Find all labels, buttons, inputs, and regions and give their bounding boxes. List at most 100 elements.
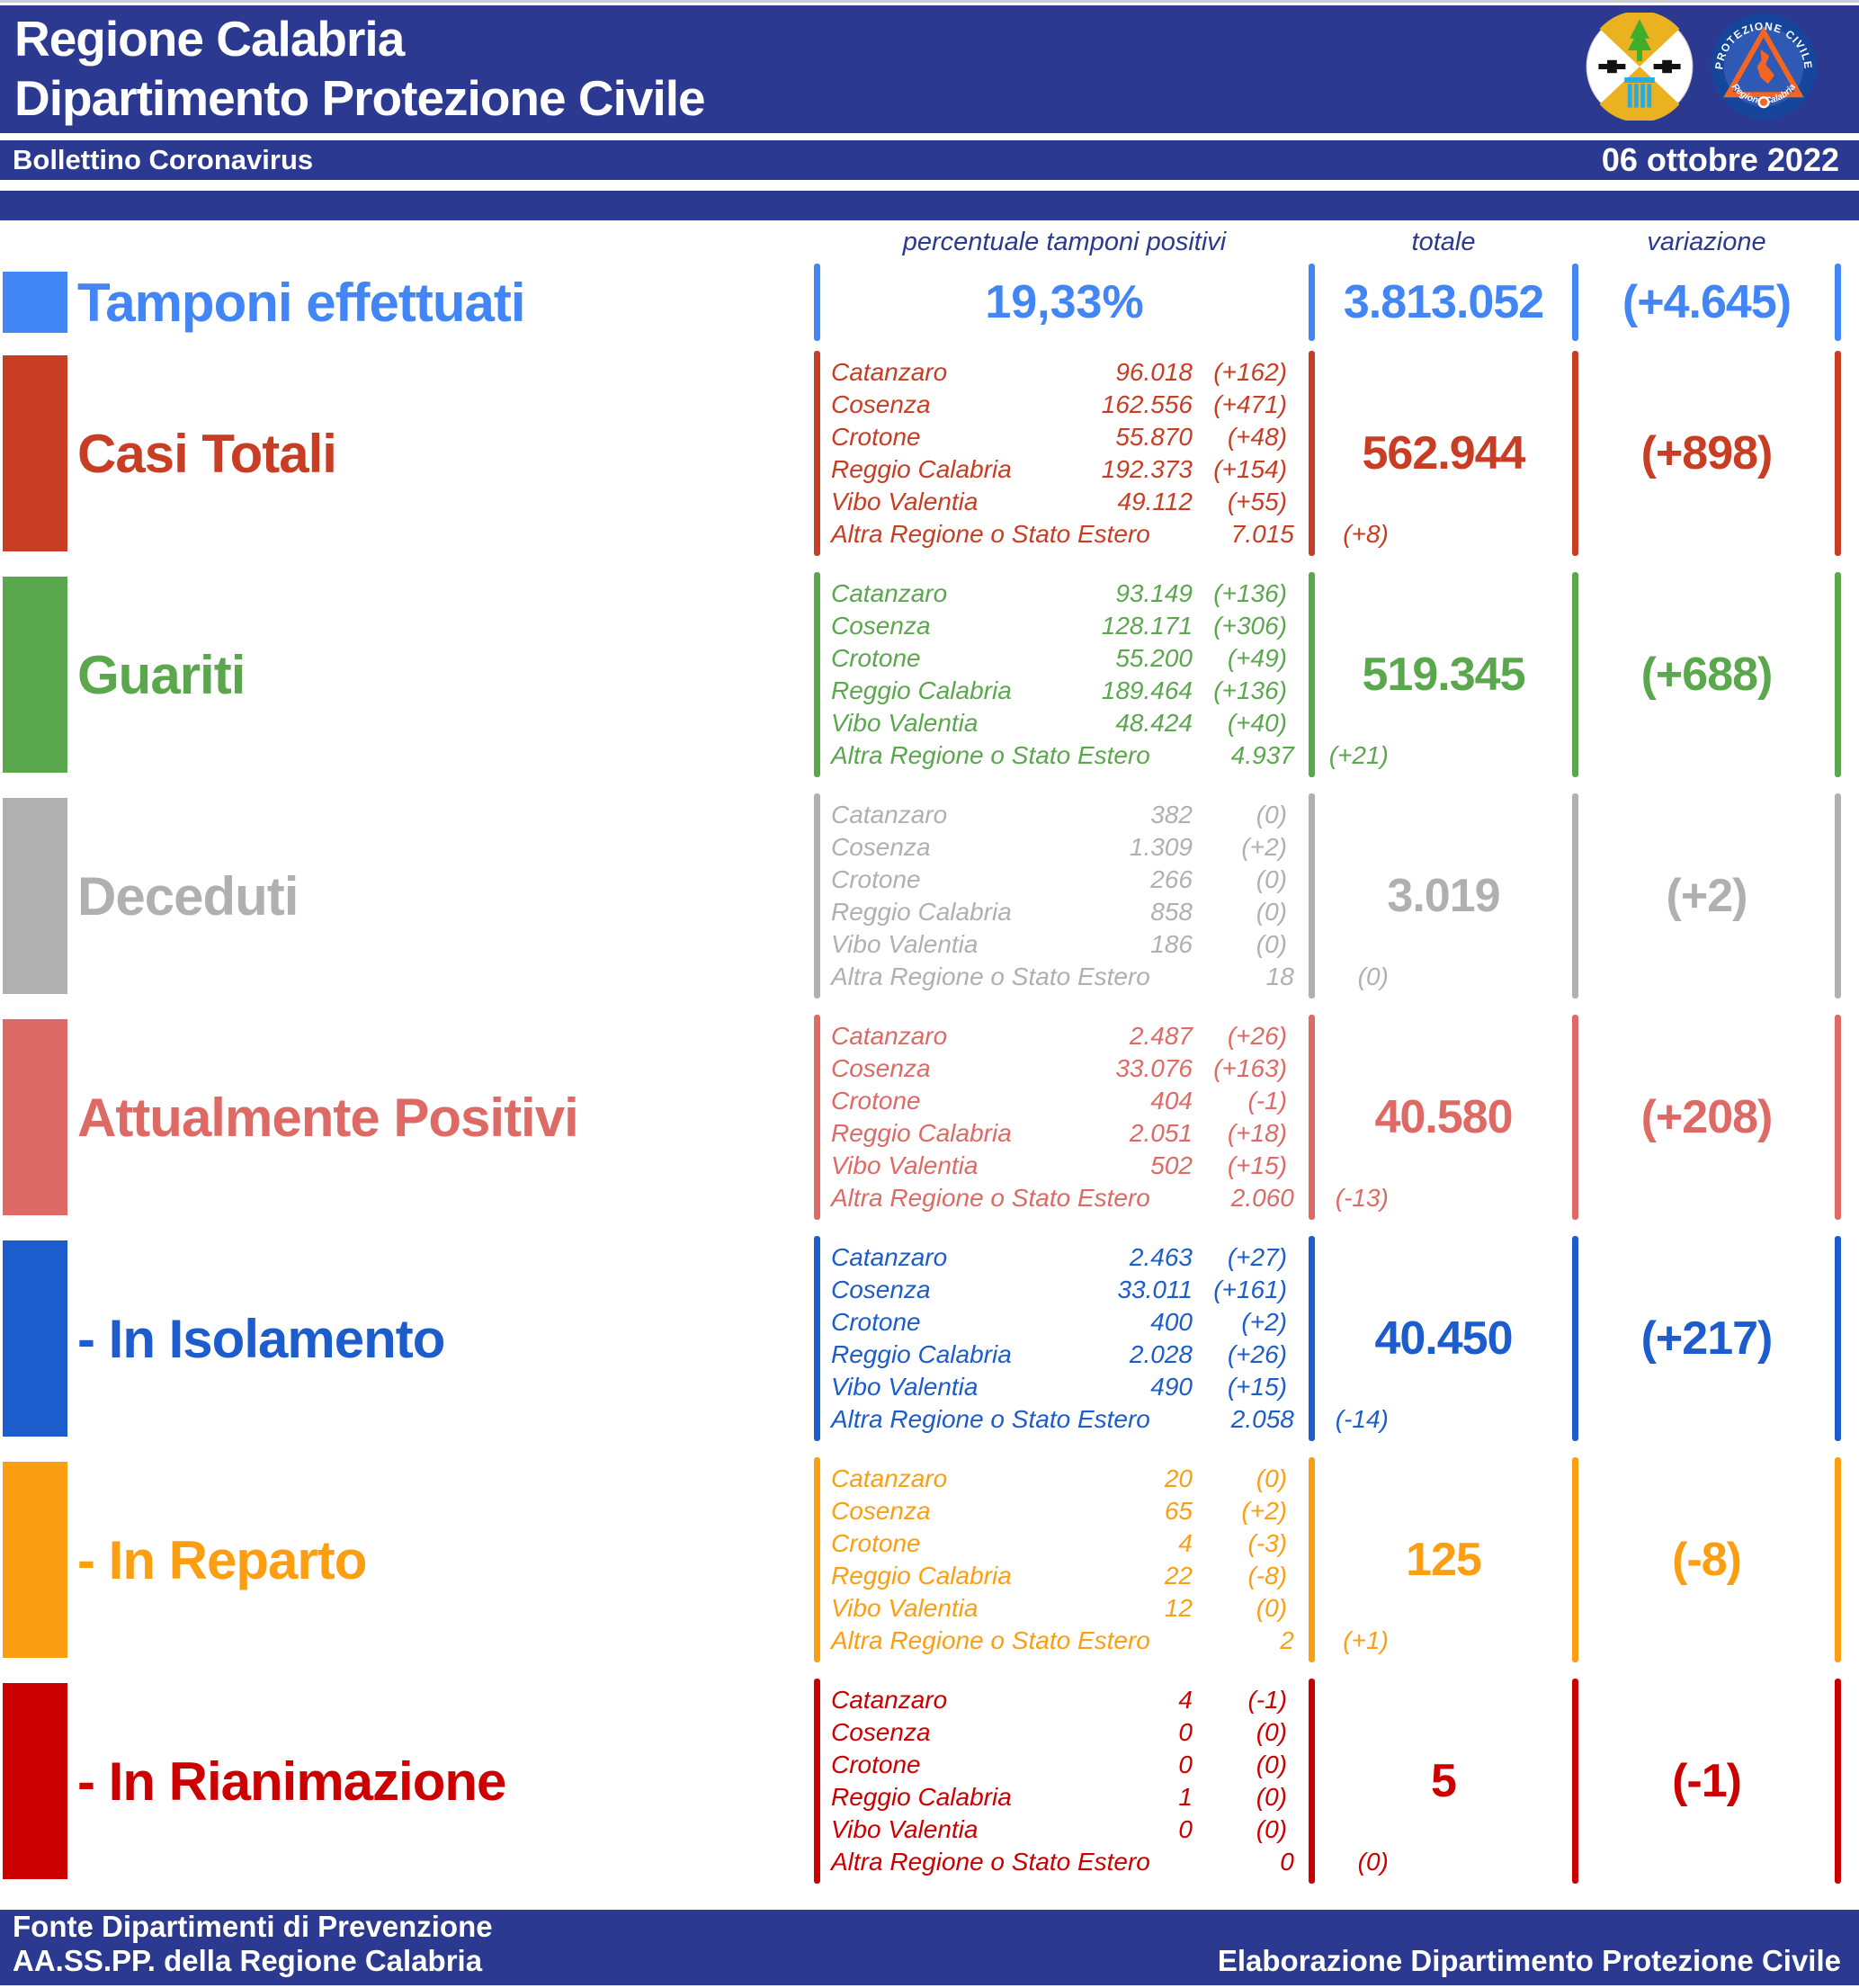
total-value: 5 (1431, 1755, 1457, 1807)
footer-source-line1: Fonte Dipartimenti di Prevenzione (13, 1910, 493, 1943)
subheader-band: Bollettino Coronavirus 06 ottobre 2022 (0, 140, 1859, 180)
province-value: 4 (1178, 1686, 1193, 1714)
province-line: Altra Regione o Stato Estero 18 (0) (831, 961, 1389, 993)
province-value: 1 (1178, 1783, 1193, 1811)
bulletin-date: 06 ottobre 2022 (1601, 141, 1839, 178)
province-name: Catanzaro (831, 1022, 948, 1050)
province-variation: (+471) (1213, 390, 1287, 418)
title-line-2: Dipartimento Protezione Civile (14, 70, 706, 126)
province-name: Altra Regione o Stato Estero (831, 1848, 1150, 1876)
province-value: 48.424 (1115, 709, 1193, 737)
metric-row-attualmente-positivi: Attualmente Positivi Catanzaro 2.487 (+2… (0, 1007, 1859, 1228)
province-value: 55.200 (1115, 644, 1193, 672)
province-variation: (0) (1256, 1594, 1287, 1622)
province-variation: (+18) (1227, 1119, 1287, 1147)
divider-bar (1309, 351, 1315, 556)
metric-row-guariti: Guariti Catanzaro 93.149 (+136) Cosenza … (0, 564, 1859, 785)
province-line: Catanzaro 2.487 (+26) (831, 1020, 1287, 1052)
spacer (0, 220, 1859, 226)
province-line: Crotone 0 (0) (831, 1749, 1287, 1781)
province-value: 400 (1150, 1308, 1193, 1336)
province-line: Altra Regione o Stato Estero 4.937 (+21) (831, 739, 1389, 772)
province-variation: (+2) (1241, 1497, 1287, 1525)
breakdown-panel: 19,33% (820, 262, 1309, 343)
province-name: Catanzaro (831, 358, 948, 386)
province-variation: (-3) (1247, 1529, 1287, 1557)
metric-label: - In Reparto (77, 1529, 367, 1590)
province-line: Crotone 404 (-1) (831, 1085, 1287, 1117)
total-value: 562.944 (1362, 427, 1526, 479)
province-variation: (0) (1256, 1815, 1287, 1843)
province-line: Altra Regione o Stato Estero 2.060 (-13) (831, 1182, 1389, 1214)
divider-bar (1835, 793, 1841, 998)
province-value: 33.076 (1115, 1054, 1193, 1082)
province-value: 502 (1150, 1151, 1193, 1179)
blue-spacer-band (0, 191, 1859, 220)
province-line: Cosenza 0 (0) (831, 1716, 1287, 1749)
spacer (0, 133, 1859, 140)
metric-color-swatch (3, 798, 67, 994)
divider-bar (1309, 1679, 1315, 1884)
province-variation: (+15) (1227, 1373, 1287, 1401)
breakdown-panel: Catanzaro 2.487 (+26) Cosenza 33.076 (+1… (820, 1007, 1389, 1228)
province-name: Altra Regione o Stato Estero (831, 1405, 1150, 1433)
breakdown-panel: Catanzaro 382 (0) Cosenza 1.309 (+2) Cro… (820, 785, 1389, 1007)
province-variation: (0) (1256, 865, 1287, 893)
breakdown-lines: Catanzaro 93.149 (+136) Cosenza 128.171 … (820, 564, 1389, 785)
province-line: Crotone 55.200 (+49) (831, 642, 1287, 675)
province-name: Catanzaro (831, 801, 948, 828)
province-line: Altra Regione o Stato Estero 2 (+1) (831, 1625, 1389, 1657)
province-name: Vibo Valentia (831, 1151, 979, 1179)
province-value: 266 (1150, 865, 1193, 893)
province-name: Cosenza (831, 612, 931, 640)
divider-bar (1572, 793, 1578, 998)
province-line: Vibo Valentia 48.424 (+40) (831, 707, 1287, 739)
province-name: Altra Regione o Stato Estero (831, 963, 1150, 990)
variation-value: (+688) (1640, 649, 1774, 701)
province-line: Catanzaro 96.018 (+162) (831, 356, 1287, 389)
province-line: Cosenza 1.309 (+2) (831, 831, 1287, 864)
province-variation: (+27) (1227, 1243, 1287, 1271)
province-variation: (-1) (1247, 1686, 1287, 1714)
province-variation: (0) (1357, 963, 1389, 990)
province-name: Catanzaro (831, 1243, 948, 1271)
breakdown-lines: Catanzaro 2.487 (+26) Cosenza 33.076 (+1… (820, 1007, 1389, 1228)
divider-bar (1309, 1236, 1315, 1441)
province-name: Reggio Calabria (831, 1340, 1012, 1368)
breakdown-lines: Catanzaro 382 (0) Cosenza 1.309 (+2) Cro… (820, 785, 1389, 1007)
province-line: Reggio Calabria 2.051 (+18) (831, 1117, 1287, 1150)
province-value: 404 (1150, 1087, 1193, 1115)
province-name: Catanzaro (831, 1464, 948, 1492)
divider-bar (814, 1457, 820, 1662)
divider-bar (1309, 572, 1315, 777)
province-value: 2.058 (1230, 1405, 1294, 1433)
metric-color-swatch (3, 1019, 67, 1215)
province-value: 2.028 (1129, 1340, 1193, 1368)
province-value: 162.556 (1101, 390, 1193, 418)
province-variation: (0) (1256, 801, 1287, 828)
column-header-breakdown: percentuale tamponi positivi (902, 227, 1227, 256)
province-name: Altra Regione o Stato Estero (831, 1184, 1150, 1212)
province-variation: (+21) (1328, 741, 1389, 769)
province-line: Crotone 266 (0) (831, 864, 1287, 896)
province-line: Reggio Calabria 1 (0) (831, 1781, 1287, 1813)
pine-tree-icon (1627, 19, 1652, 50)
province-name: Vibo Valentia (831, 930, 979, 958)
metric-label: Guariti (77, 644, 246, 705)
province-line: Reggio Calabria 189.464 (+136) (831, 675, 1287, 707)
province-variation: (+136) (1213, 676, 1287, 704)
province-line: Vibo Valentia 12 (0) (831, 1592, 1287, 1625)
province-value: 96.018 (1115, 358, 1193, 386)
province-variation: (0) (1256, 1718, 1287, 1746)
spacer (0, 180, 1859, 191)
metric-color-swatch (3, 577, 67, 773)
province-value: 0 (1178, 1751, 1193, 1778)
breakdown-lines: Catanzaro 96.018 (+162) Cosenza 162.556 … (820, 343, 1389, 564)
metric-row-deceduti: Deceduti Catanzaro 382 (0) Cosenza 1.309… (0, 785, 1859, 1007)
total-value: 3.019 (1387, 870, 1500, 922)
province-name: Cosenza (831, 833, 931, 861)
province-name: Crotone (831, 865, 921, 893)
divider-bar (814, 572, 820, 777)
province-value: 2.060 (1230, 1184, 1294, 1212)
province-name: Catanzaro (831, 579, 948, 607)
